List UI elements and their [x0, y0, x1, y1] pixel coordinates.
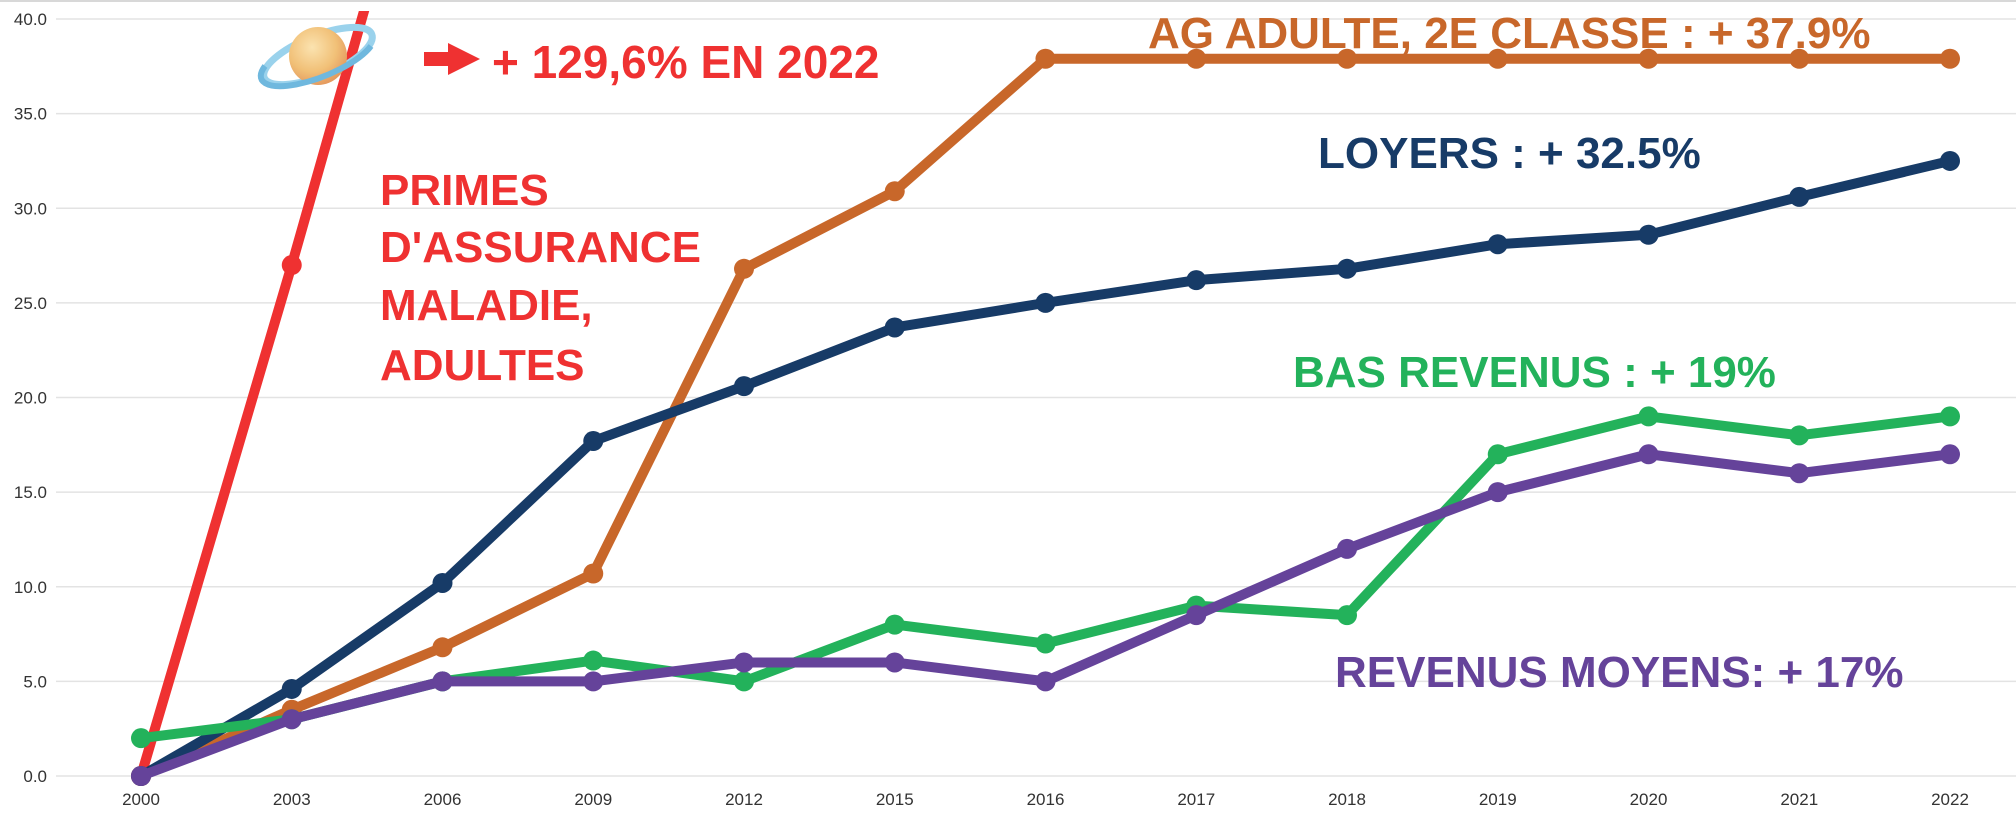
y-tick-label: 35.0 [14, 105, 47, 124]
data-point [131, 766, 151, 786]
data-point [1186, 48, 1207, 69]
data-point [1638, 224, 1659, 245]
series-4 [131, 444, 1960, 786]
data-point [1487, 444, 1508, 465]
x-tick-label: 2018 [1328, 790, 1366, 809]
data-point [1487, 482, 1508, 503]
annotation-bas-revenus: BAS REVENUS : + 19% [1293, 348, 1776, 397]
x-tick-label: 2020 [1630, 790, 1668, 809]
data-point [1186, 270, 1207, 291]
annotation-primes-total: + 129,6% EN 2022 [492, 36, 879, 88]
data-point [131, 728, 151, 749]
y-tick-label: 30.0 [14, 199, 47, 218]
y-tick-label: 0.0 [23, 767, 47, 786]
annotation-ag: AG ADULTE, 2E CLASSE : + 37.9% [1148, 9, 1871, 58]
x-tick-label: 2015 [876, 790, 914, 809]
annotation-primes-line-1: PRIMES [380, 166, 549, 215]
data-point [1789, 186, 1810, 207]
x-tick-label: 2003 [273, 790, 311, 809]
data-point [583, 671, 604, 692]
annotation-primes-line-4: ADULTES [380, 341, 585, 390]
y-tick-label: 10.0 [14, 578, 47, 597]
data-point [1638, 406, 1659, 427]
data-point [734, 671, 754, 692]
data-point [1789, 463, 1810, 484]
series-1 [131, 48, 1960, 786]
data-point [1940, 150, 1960, 171]
data-point [1940, 48, 1960, 69]
annotation-revenus-moyens: REVENUS MOYENS: + 17% [1335, 648, 1904, 697]
data-point [884, 181, 905, 202]
data-point [1789, 48, 1810, 69]
arrow-right-icon [424, 43, 480, 75]
x-axis: 2000 2003 2006 2009 2012 2015 2016 2017 2018 2019… [122, 790, 1969, 809]
series-line [136, 449, 1955, 781]
data-point [432, 671, 453, 692]
data-point [1940, 444, 1960, 465]
y-tick-label: 15.0 [14, 483, 47, 502]
y-tick-label: 25.0 [14, 294, 47, 313]
annotation-loyers: LOYERS : + 32.5% [1318, 129, 1701, 178]
data-point [1186, 605, 1207, 626]
data-point [884, 652, 905, 673]
series-layer [131, 11, 1960, 786]
data-point [1487, 234, 1508, 255]
x-tick-label: 2016 [1027, 790, 1065, 809]
data-point [1337, 258, 1357, 279]
data-point [1789, 425, 1810, 446]
data-point [1940, 406, 1960, 427]
x-tick-label: 2009 [574, 790, 612, 809]
y-tick-label: 5.0 [23, 672, 47, 691]
data-point [432, 637, 453, 658]
data-point [1035, 633, 1056, 654]
x-tick-label: 2012 [725, 790, 763, 809]
data-point [583, 563, 604, 584]
x-tick-label: 2000 [122, 790, 160, 809]
data-point [1337, 605, 1357, 626]
data-point [884, 317, 905, 338]
gridlines [56, 18, 2016, 777]
data-point [1638, 48, 1659, 69]
y-tick-label: 20.0 [14, 389, 47, 408]
data-point [734, 376, 754, 397]
data-point [734, 258, 754, 279]
data-point [583, 650, 604, 671]
x-tick-label: 2021 [1780, 790, 1818, 809]
saturn-icon [257, 23, 376, 90]
data-point [1487, 48, 1508, 69]
data-point [1035, 292, 1056, 313]
x-tick-label: 2006 [424, 790, 462, 809]
data-point [1337, 48, 1357, 69]
data-point [1035, 48, 1056, 69]
data-point [281, 255, 302, 276]
data-point [1035, 671, 1056, 692]
x-tick-label: 2022 [1931, 790, 1969, 809]
data-point [583, 431, 604, 452]
data-point [1638, 444, 1659, 465]
data-point [281, 678, 302, 699]
x-tick-label: 2017 [1177, 790, 1215, 809]
y-tick-label: 40.0 [14, 10, 47, 29]
x-tick-label: 2019 [1479, 790, 1517, 809]
data-point [281, 709, 302, 730]
data-point [884, 614, 905, 635]
data-point [432, 572, 453, 593]
annotation-primes-line-3: MALADIE, [380, 281, 593, 330]
y-axis: 0.0 5.0 10.0 15.0 20.0 25.0 30.0 35.0 40.0 [14, 10, 47, 786]
data-point [734, 652, 754, 673]
data-point [1337, 538, 1357, 559]
annotation-primes-line-2: D'ASSURANCE [380, 223, 701, 272]
